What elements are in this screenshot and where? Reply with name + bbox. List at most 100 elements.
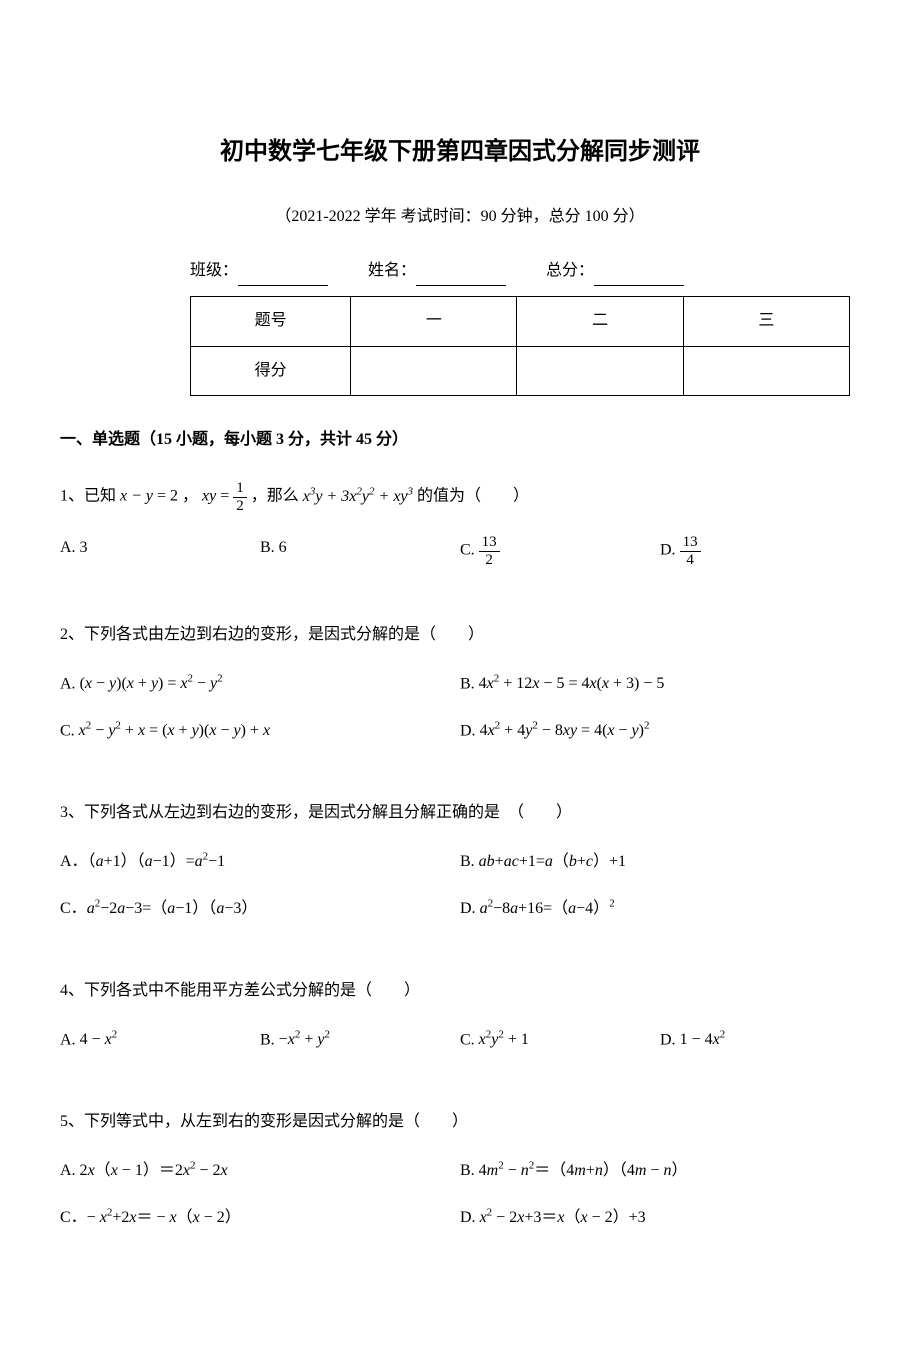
q2-option-a: A. (x − y)(x + y) = x2 − y2 xyxy=(60,670,460,699)
q1-expr: x3y + 3x2y2 + xy3 xyxy=(303,488,413,505)
q2-optc-prefix: C. xyxy=(60,722,79,739)
q1-optc-den: 2 xyxy=(479,552,500,569)
question-1-stem: 1、已知 x − y = 2 ， xy = 12 ，那么 x3y + 3x2y2… xyxy=(60,480,860,514)
q2-optc-math: x2 − y2 + x = (x + y)(x − y) + x xyxy=(79,722,270,739)
q1-option-a: A. 3 xyxy=(60,534,260,568)
q5-optc-math: C．− x2+2x＝ − x（x − 2） xyxy=(60,1209,241,1226)
q1-optd-frac: 134 xyxy=(680,534,701,568)
question-5-options: A. 2x（x − 1）＝2x2 − 2x B. 4m2 − n2＝（4m+n）… xyxy=(60,1157,860,1251)
q5-option-d: D. x2 − 2x+3＝x（x − 2）+3 xyxy=(460,1204,860,1233)
q4-opta-math: 4 − x2 xyxy=(80,1031,118,1048)
table-row: 得分 xyxy=(191,346,850,396)
q4-optc-prefix: C. xyxy=(460,1031,479,1048)
question-5-stem: 5、下列等式中，从左到右的变形是因式分解的是（ ） xyxy=(60,1108,860,1137)
q1-cond2-lhs: xy xyxy=(202,488,216,505)
q2-optb-math: 4x2 + 12x − 5 = 4x(x + 3) − 5 xyxy=(479,675,665,692)
score-table: 题号 一 二 三 得分 xyxy=(190,296,850,397)
q1-frac-num: 1 xyxy=(233,480,247,498)
table-score-col3 xyxy=(683,346,849,396)
q5-option-a: A. 2x（x − 1）＝2x2 − 2x xyxy=(60,1157,460,1186)
q3-option-d: D. a2−8a+16=（a−4）2 xyxy=(460,895,860,924)
q3-opta-math: A．（a+1）（a−1）=a2−1 xyxy=(60,853,225,870)
q1-optd-den: 4 xyxy=(680,552,701,569)
question-4: 4、下列各式中不能用平方差公式分解的是（ ） A. 4 − x2 B. −x2 … xyxy=(60,977,860,1073)
q4-optb-math: −x2 + y2 xyxy=(279,1031,330,1048)
q1-cond1-lhs: x − y xyxy=(120,488,153,505)
name-blank xyxy=(416,266,506,286)
question-2: 2、下列各式由左边到右边的变形，是因式分解的是（ ） A. (x − y)(x … xyxy=(60,621,860,764)
q1-optc-prefix: C. xyxy=(460,542,479,559)
section-1-header: 一、单选题（15 小题，每小题 3 分，共计 45 分） xyxy=(60,426,860,455)
q1-prefix: 1、已知 xyxy=(60,488,116,505)
q1-mid: ，那么 xyxy=(251,488,299,505)
q1-cond2-eq: = xyxy=(216,488,233,505)
q1-option-b: B. 6 xyxy=(260,534,460,568)
question-1-options: A. 3 B. 6 C. 132 D. 134 xyxy=(60,534,860,586)
q4-option-a: A. 4 − x2 xyxy=(60,1026,260,1055)
q5-optb-math: B. 4m2 − n2＝（4m+n）（4m − n） xyxy=(460,1162,688,1179)
q3-option-c: C．a2−2a−3=（a−1）（a−3） xyxy=(60,895,460,924)
q4-optb-prefix: B. xyxy=(260,1031,279,1048)
question-2-options: A. (x − y)(x + y) = x2 − y2 B. 4x2 + 12x… xyxy=(60,670,860,764)
q5-optd-math: D. x2 − 2x+3＝x（x − 2）+3 xyxy=(460,1209,646,1226)
q4-opta-prefix: A. xyxy=(60,1031,80,1048)
name-label: 姓名： xyxy=(368,262,416,279)
q1-optc-num: 13 xyxy=(479,534,500,552)
question-4-options: A. 4 − x2 B. −x2 + y2 C. x2y2 + 1 D. 1 −… xyxy=(60,1026,860,1073)
q1-optd-num: 13 xyxy=(680,534,701,552)
q2-opta-prefix: A. xyxy=(60,675,80,692)
total-blank xyxy=(594,266,684,286)
table-score-label: 得分 xyxy=(191,346,351,396)
q5-opta-math: A. 2x（x − 1）＝2x2 − 2x xyxy=(60,1162,228,1179)
q2-option-d: D. 4x2 + 4y2 − 8xy = 4(x − y)2 xyxy=(460,717,860,746)
document-title: 初中数学七年级下册第四章因式分解同步测评 xyxy=(60,130,860,173)
q1-option-c: C. 132 xyxy=(460,534,660,568)
q3-optd-math: D. a2−8a+16=（a−4）2 xyxy=(460,900,615,917)
q4-option-c: C. x2y2 + 1 xyxy=(460,1026,660,1055)
table-header-label: 题号 xyxy=(191,296,351,346)
class-field: 班级： xyxy=(190,257,328,286)
q1-suffix: 的值为（ ） xyxy=(417,488,529,505)
question-3-stem: 3、下列各式从左边到右边的变形，是因式分解且分解正确的是 （ ） xyxy=(60,799,860,828)
q3-option-a: A．（a+1）（a−1）=a2−1 xyxy=(60,848,460,877)
table-score-col1 xyxy=(351,346,517,396)
q2-optd-prefix: D. xyxy=(460,722,480,739)
table-score-col2 xyxy=(517,346,683,396)
q3-optc-math: C．a2−2a−3=（a−1）（a−3） xyxy=(60,900,257,917)
document-subtitle: （2021-2022 学年 考试时间：90 分钟，总分 100 分） xyxy=(60,203,860,232)
class-blank xyxy=(238,266,328,286)
q4-optd-math: 1 − 4x2 xyxy=(680,1031,726,1048)
q4-option-d: D. 1 − 4x2 xyxy=(660,1026,860,1055)
q1-optd-prefix: D. xyxy=(660,542,680,559)
question-5: 5、下列等式中，从左到右的变形是因式分解的是（ ） A. 2x（x − 1）＝2… xyxy=(60,1108,860,1251)
total-label: 总分： xyxy=(546,262,594,279)
q3-optb-math: B. ab+ac+1=a（b+c）+1 xyxy=(460,853,626,870)
q5-option-b: B. 4m2 − n2＝（4m+n）（4m − n） xyxy=(460,1157,860,1186)
total-field: 总分： xyxy=(546,257,684,286)
student-info-line: 班级： 姓名： 总分： xyxy=(60,257,860,286)
name-field: 姓名： xyxy=(368,257,506,286)
q2-option-c: C. x2 − y2 + x = (x + y)(x − y) + x xyxy=(60,717,460,746)
question-4-stem: 4、下列各式中不能用平方差公式分解的是（ ） xyxy=(60,977,860,1006)
q1-option-d: D. 134 xyxy=(660,534,860,568)
q3-option-b: B. ab+ac+1=a（b+c）+1 xyxy=(460,848,860,877)
q1-frac: 12 xyxy=(233,480,247,514)
q5-option-c: C．− x2+2x＝ − x（x − 2） xyxy=(60,1204,460,1233)
q4-optd-prefix: D. xyxy=(660,1031,680,1048)
table-header-col3: 三 xyxy=(683,296,849,346)
table-header-col1: 一 xyxy=(351,296,517,346)
q2-option-b: B. 4x2 + 12x − 5 = 4x(x + 3) − 5 xyxy=(460,670,860,699)
q2-optb-prefix: B. xyxy=(460,675,479,692)
q1-optc-frac: 132 xyxy=(479,534,500,568)
question-3-options: A．（a+1）（a−1）=a2−1 B. ab+ac+1=a（b+c）+1 C．… xyxy=(60,848,860,942)
q2-opta-math: (x − y)(x + y) = x2 − y2 xyxy=(80,675,223,692)
question-1: 1、已知 x − y = 2 ， xy = 12 ，那么 x3y + 3x2y2… xyxy=(60,480,860,586)
question-3: 3、下列各式从左边到右边的变形，是因式分解且分解正确的是 （ ） A．（a+1）… xyxy=(60,799,860,942)
q1-frac-den: 2 xyxy=(233,498,247,515)
q1-cond1-eq: = 2 ， xyxy=(153,488,198,505)
q2-optd-math: 4x2 + 4y2 − 8xy = 4(x − y)2 xyxy=(480,722,650,739)
table-row: 题号 一 二 三 xyxy=(191,296,850,346)
q4-option-b: B. −x2 + y2 xyxy=(260,1026,460,1055)
table-header-col2: 二 xyxy=(517,296,683,346)
question-2-stem: 2、下列各式由左边到右边的变形，是因式分解的是（ ） xyxy=(60,621,860,650)
